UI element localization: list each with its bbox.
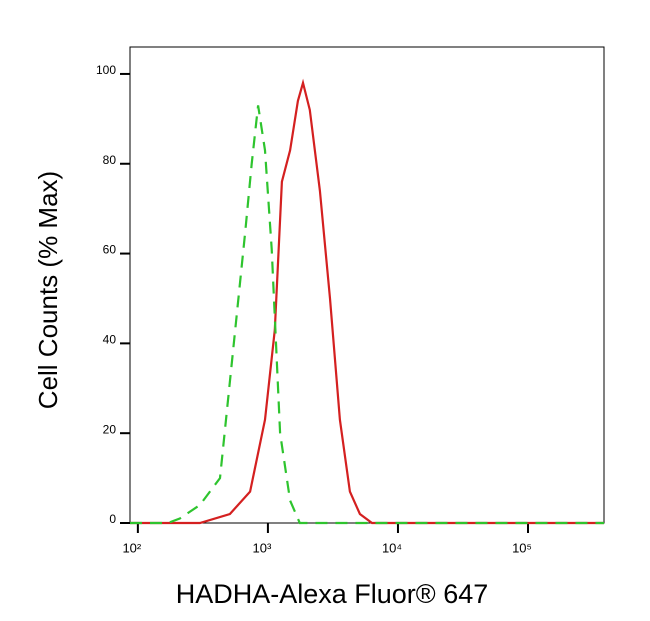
series-line [130, 105, 604, 525]
y-tick-label: 80 [103, 153, 117, 167]
y-tick-label: 100 [96, 63, 116, 77]
y-tick-label: 40 [103, 333, 117, 347]
x-tick-label: 10³ [253, 540, 272, 555]
x-tick-label: 10⁵ [512, 540, 532, 555]
y-tick-label: 20 [103, 422, 117, 436]
y-tick-label: 60 [103, 243, 117, 257]
y-tick-label: 0 [109, 512, 116, 526]
plot-frame [129, 46, 605, 524]
x-tick-label: 10⁴ [382, 540, 402, 555]
x-axis-label: HADHA-Alexa Fluor® 647 [176, 579, 489, 609]
series-line [130, 78, 604, 525]
y-axis-label: Cell Counts (% Max) [33, 171, 63, 409]
x-tick-label: 10² [122, 540, 141, 555]
